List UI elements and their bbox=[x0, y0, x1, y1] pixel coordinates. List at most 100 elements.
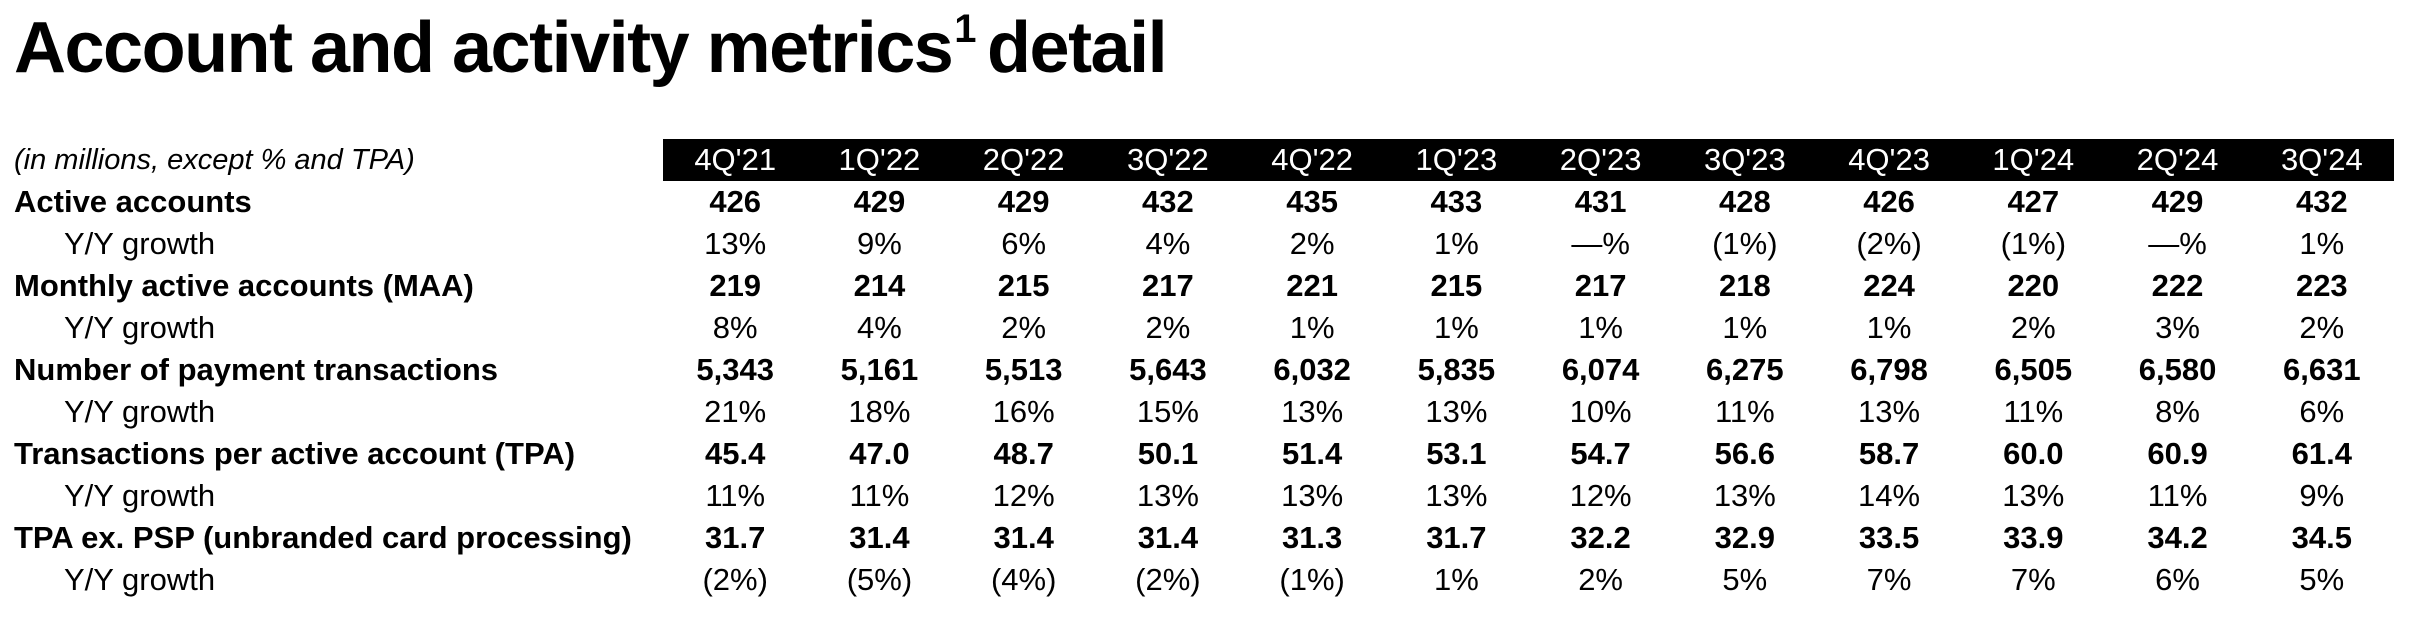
table-cell: (4%) bbox=[990, 562, 1057, 597]
table-cell: 34.5 bbox=[2291, 520, 2352, 555]
quarter-header: 4Q'21 bbox=[663, 139, 808, 181]
table-cell: (1%) bbox=[1279, 562, 1345, 597]
table-cell: 33.5 bbox=[1858, 520, 1920, 555]
table-cell: 6,798 bbox=[1850, 352, 1928, 387]
table-cell: 60.9 bbox=[2147, 436, 2208, 471]
metric-row: Active accounts 426 429 429 432 435 433 431 428 4… bbox=[14, 181, 2394, 223]
row-label: Y/Y growth bbox=[64, 562, 216, 597]
table-cell: 6% bbox=[2155, 562, 2200, 597]
table-cell: 13% bbox=[1858, 394, 1921, 429]
table-cell: 7% bbox=[1866, 562, 1912, 597]
table-cell: 58.7 bbox=[1858, 436, 1920, 471]
table-cell: 2% bbox=[1578, 562, 1623, 597]
table-cell: 12% bbox=[1569, 478, 1632, 513]
table-cell: 429 bbox=[2151, 184, 2204, 219]
table-cell: 11% bbox=[1714, 394, 1775, 429]
table-cell: 2% bbox=[1145, 310, 1191, 345]
table-cell: 50.1 bbox=[1137, 436, 1199, 471]
quarter-header: 2Q'22 bbox=[951, 139, 1096, 181]
table-cell: 31.7 bbox=[705, 520, 766, 555]
table-cell: 223 bbox=[2295, 268, 2348, 303]
table-cell: 9% bbox=[857, 226, 902, 261]
table-cell: 5,513 bbox=[984, 352, 1063, 387]
table-cell: 224 bbox=[1863, 268, 1915, 303]
footnote-mark: 1 bbox=[954, 7, 976, 51]
quarter-header: 2Q'23 bbox=[1528, 139, 1673, 181]
table-cell: 1% bbox=[1866, 310, 1912, 345]
row-label: Transactions per active account (TPA) bbox=[14, 436, 576, 471]
growth-row: Y/Y growth 21% 18% 16% 15% 13% 13% 10% 11% 13% 11%… bbox=[14, 391, 2394, 433]
table-cell: 215 bbox=[1430, 268, 1483, 303]
table-cell: 6% bbox=[1001, 226, 1047, 261]
table-cell: 4% bbox=[857, 310, 902, 345]
table-cell: 11% bbox=[2003, 394, 2064, 429]
table-cell: 215 bbox=[997, 268, 1050, 303]
table-cell: 56.6 bbox=[1714, 436, 1775, 471]
table-cell: 5% bbox=[1722, 562, 1768, 597]
table-cell: 2% bbox=[2299, 310, 2345, 345]
table-cell: 2% bbox=[1001, 310, 1047, 345]
table-cell: 1% bbox=[1578, 310, 1623, 345]
table-cell: (1%) bbox=[2000, 226, 2067, 261]
table-cell: 5,835 bbox=[1417, 352, 1496, 387]
table-cell: 432 bbox=[2295, 184, 2348, 219]
table-cell: 221 bbox=[1286, 268, 1338, 303]
table-cell: 14% bbox=[1858, 478, 1921, 513]
table-cell: 32.9 bbox=[1714, 520, 1775, 555]
row-label: Y/Y growth bbox=[64, 310, 216, 345]
table-cell: 6,032 bbox=[1273, 352, 1351, 387]
table-cell: 16% bbox=[992, 394, 1055, 429]
row-label: Active accounts bbox=[14, 184, 252, 219]
table-cell: 2% bbox=[2010, 310, 2056, 345]
title-suffix: detail bbox=[987, 8, 1168, 88]
table-cell: 217 bbox=[1142, 268, 1194, 303]
table-cell: 1% bbox=[1722, 310, 1768, 345]
table-cell: 432 bbox=[1142, 184, 1194, 219]
unit-note: (in millions, except % and TPA) bbox=[14, 143, 415, 176]
row-label: TPA ex. PSP (unbranded card processing) bbox=[14, 520, 632, 555]
table-cell: (5%) bbox=[846, 562, 913, 597]
row-label: Monthly active accounts (MAA) bbox=[14, 268, 474, 303]
table-body: Active accounts 426 429 429 432 435 433 431 428 4… bbox=[14, 181, 2394, 601]
quarter-header: 1Q'22 bbox=[807, 139, 952, 181]
quarter-header: 4Q'23 bbox=[1816, 139, 1962, 181]
growth-row: Y/Y growth 8% 4% 2% 2% 1% 1% 1% 1% 1% 2% 3% 2% bbox=[14, 307, 2394, 349]
table-cell: 10% bbox=[1569, 394, 1632, 429]
table-cell: 45.4 bbox=[705, 436, 766, 471]
metric-row: Number of payment transactions 5,343 5,161… bbox=[14, 349, 2394, 391]
table-cell: 11% bbox=[705, 478, 766, 513]
table-cell: 18% bbox=[848, 394, 911, 429]
table-cell: 6,631 bbox=[2283, 352, 2361, 387]
table-cell: 1% bbox=[1289, 310, 1335, 345]
table-cell: 8% bbox=[712, 310, 758, 345]
table-cell: 1% bbox=[2299, 226, 2345, 261]
quarter-header: 3Q'22 bbox=[1095, 139, 1241, 181]
table-cell: 48.7 bbox=[993, 436, 1054, 471]
table-cell: 214 bbox=[853, 268, 906, 303]
metrics-table: (in millions, except % and TPA) 4Q'21 1Q'… bbox=[14, 139, 2394, 601]
quarter-header: 2Q'24 bbox=[2105, 139, 2250, 181]
table-cell: 217 bbox=[1574, 268, 1627, 303]
table-cell: 2% bbox=[1289, 226, 1335, 261]
table-cell: 433 bbox=[1430, 184, 1483, 219]
table-cell: 219 bbox=[709, 268, 762, 303]
growth-row: Y/Y growth 13% 9% 6% 4% 2% 1% —% (1%) (2%) (1%) —% 1… bbox=[14, 223, 2394, 265]
table-cell: 21% bbox=[704, 394, 767, 429]
table-cell: 32.2 bbox=[1570, 520, 1631, 555]
growth-row: Y/Y growth (2%) (5%) (4%) (2%) (1%) 1% 2% 5% 7% 7%… bbox=[14, 559, 2394, 601]
table-cell: 7% bbox=[2010, 562, 2056, 597]
table-cell: 429 bbox=[997, 184, 1050, 219]
metric-row: Transactions per active account (TPA) 45.… bbox=[14, 433, 2394, 475]
table-cell: 5,161 bbox=[840, 352, 919, 387]
table-cell: 3% bbox=[2155, 310, 2200, 345]
table-cell: 34.2 bbox=[2147, 520, 2208, 555]
metric-row: TPA ex. PSP (unbranded card processing) 3… bbox=[14, 517, 2394, 559]
table-cell: 13% bbox=[1425, 478, 1488, 513]
title-text: Account and activity metrics bbox=[14, 8, 954, 88]
table-cell: 13% bbox=[1136, 478, 1199, 513]
row-label: Y/Y growth bbox=[64, 226, 216, 261]
table-cell: 5,343 bbox=[696, 352, 774, 387]
table-cell: 13% bbox=[2002, 478, 2065, 513]
table-cell: (1%) bbox=[1712, 226, 1778, 261]
table-cell: 13% bbox=[1281, 394, 1344, 429]
